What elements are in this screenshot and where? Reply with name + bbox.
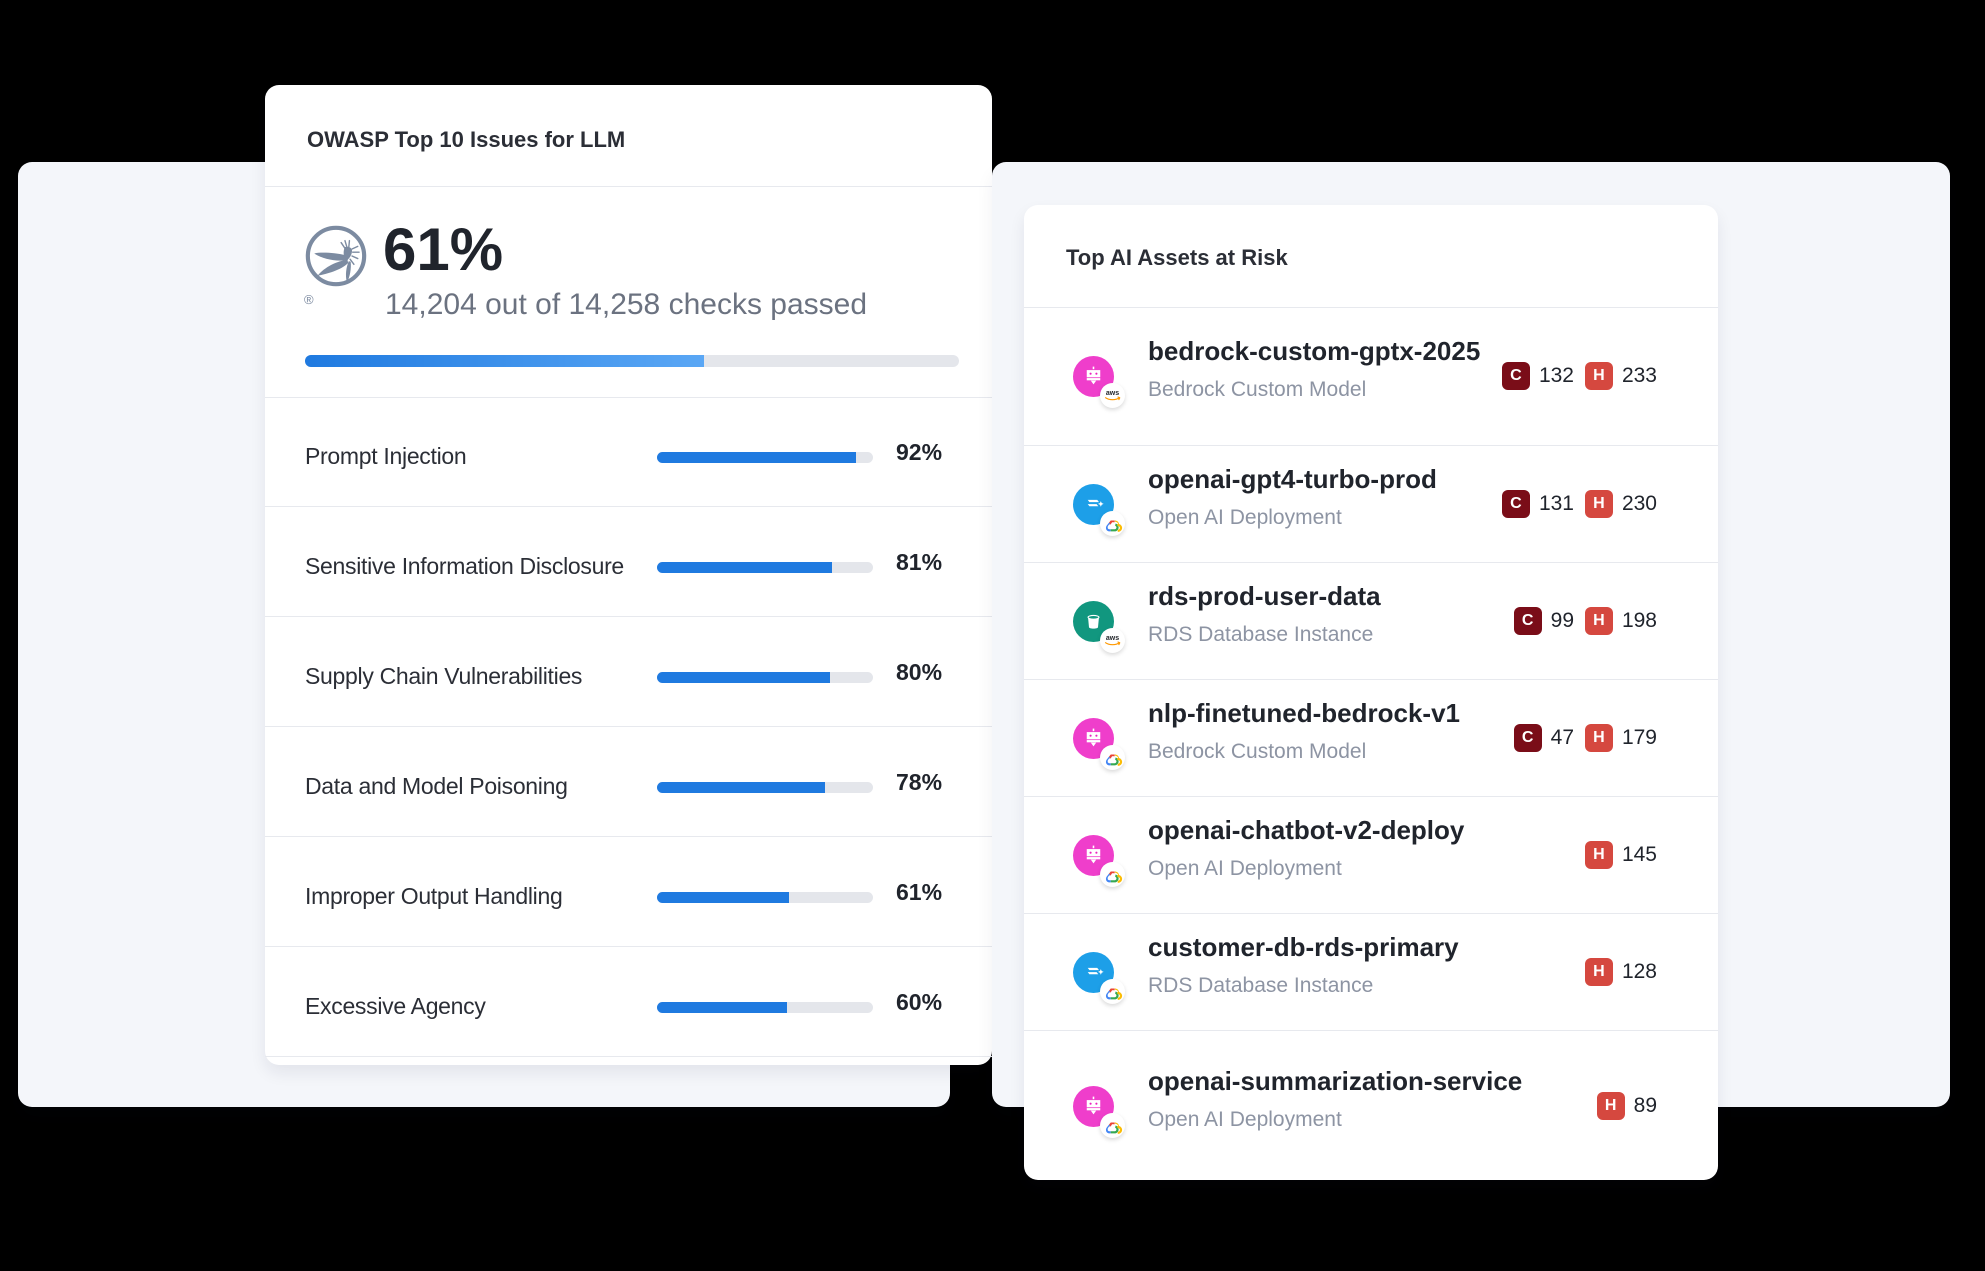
svg-text:aws: aws (1106, 390, 1119, 397)
svg-text:aws: aws (1106, 635, 1119, 642)
